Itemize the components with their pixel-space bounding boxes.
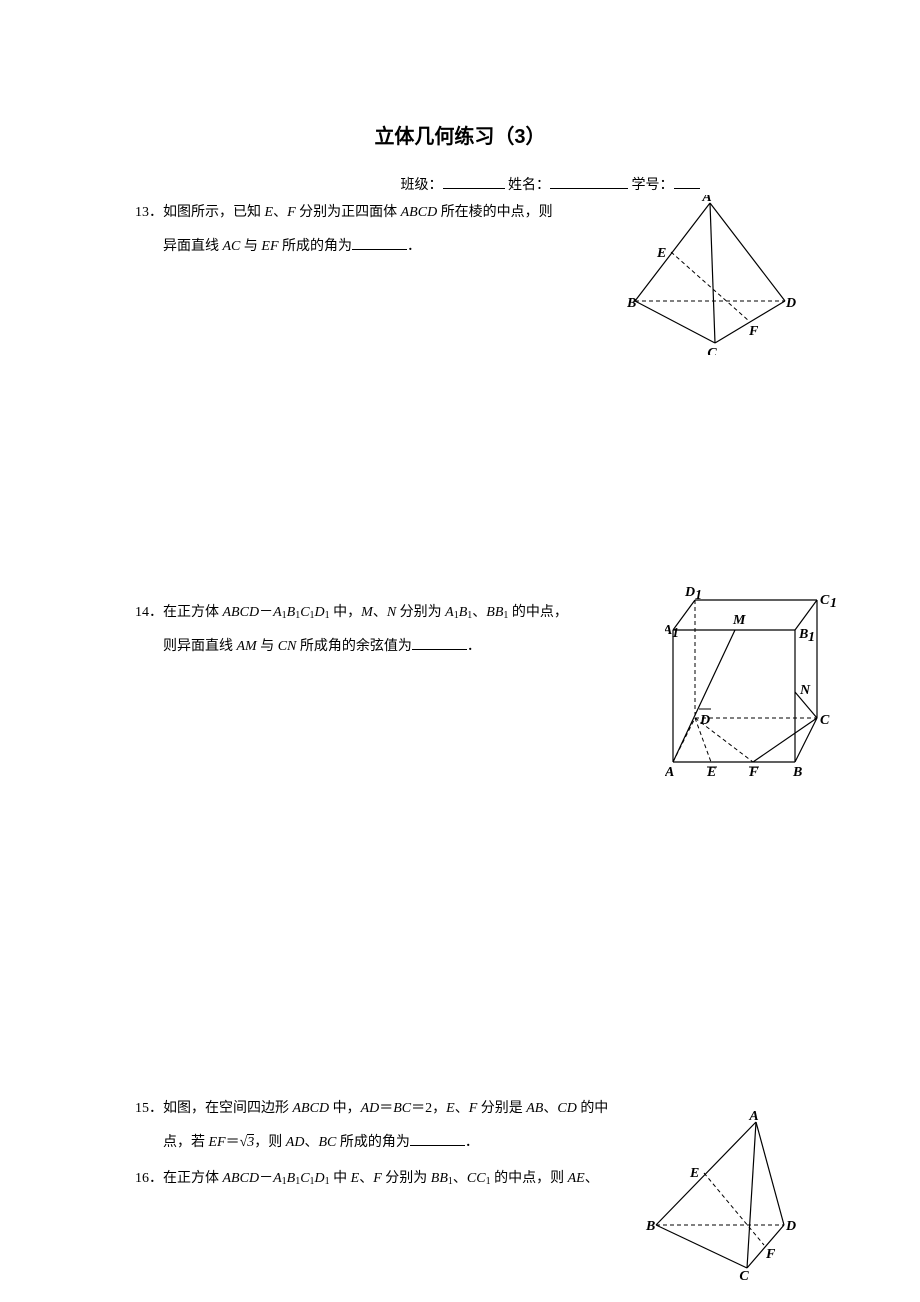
problem-13: 13．如图所示，已知 E、F 分别为正四面体 ABCD 所在棱的中点，则 异面直… xyxy=(135,196,615,263)
id-label: 学号： xyxy=(632,178,674,193)
svg-text:B: B xyxy=(645,1219,655,1234)
p13-line1: 13．如图所示，已知 E、F 分别为正四面体 ABCD 所在棱的中点，则 xyxy=(135,196,615,230)
svg-text:D: D xyxy=(785,296,796,311)
svg-text:B: B xyxy=(627,296,636,311)
svg-text:D: D xyxy=(684,585,695,600)
name-blank xyxy=(550,175,628,189)
svg-text:F: F xyxy=(748,324,759,339)
svg-text:A: A xyxy=(701,195,711,205)
svg-text:F: F xyxy=(765,1247,776,1262)
svg-text:1: 1 xyxy=(695,588,702,603)
svg-text:A: A xyxy=(748,1110,758,1124)
p13-num: 13． xyxy=(135,205,163,220)
figure-14: D1 C1 A1 B1 D C A B M N E F xyxy=(665,582,835,782)
problem-15: 15．如图，在空间四边形 ABCD 中，AD＝BC＝2，E、F 分别是 AB、C… xyxy=(135,1092,655,1159)
problem-16: 16．在正方体 ABCD－A1B1C1D1 中 E、F 分别为 BB1、CC1 … xyxy=(135,1162,655,1196)
problem-14: 14．在正方体 ABCD－A1B1C1D1 中，M、N 分别为 A1B1、BB1… xyxy=(135,596,645,663)
p13-answer-blank xyxy=(352,236,407,250)
svg-text:1: 1 xyxy=(672,626,679,641)
svg-text:C: C xyxy=(707,346,717,355)
p14-answer-blank xyxy=(412,636,467,650)
svg-text:D: D xyxy=(699,713,710,728)
svg-text:E: E xyxy=(656,246,666,261)
svg-text:1: 1 xyxy=(808,630,815,645)
p15-answer-blank xyxy=(410,1132,465,1146)
svg-text:C: C xyxy=(820,713,830,728)
header-fields: 班级： 姓名： 学号： xyxy=(135,174,785,194)
svg-text:N: N xyxy=(799,683,811,698)
svg-text:B: B xyxy=(792,765,802,780)
svg-text:C: C xyxy=(820,593,830,608)
p15-num: 15． xyxy=(135,1101,163,1116)
p16-num: 16． xyxy=(135,1171,163,1186)
class-blank xyxy=(443,175,505,189)
svg-text:E: E xyxy=(689,1166,699,1181)
p16-line1: 16．在正方体 ABCD－A1B1C1D1 中 E、F 分别为 BB1、CC1 … xyxy=(135,1162,655,1196)
figure-15: A B D C E F xyxy=(644,1110,799,1280)
p15-line2: 点，若 EF＝√3，则 AD、BC 所成的角为． xyxy=(135,1126,655,1160)
id-blank xyxy=(674,175,700,189)
page-title: 立体几何练习（3） xyxy=(135,120,785,149)
svg-text:D: D xyxy=(785,1219,796,1234)
p14-num: 14． xyxy=(135,605,163,620)
p13-line2: 异面直线 AC 与 EF 所成的角为． xyxy=(135,230,615,264)
svg-text:B: B xyxy=(798,627,808,642)
svg-text:A: A xyxy=(665,765,674,780)
p14-line1: 14．在正方体 ABCD－A1B1C1D1 中，M、N 分别为 A1B1、BB1… xyxy=(135,596,645,630)
svg-text:C: C xyxy=(739,1269,749,1280)
class-label: 班级： xyxy=(401,178,443,193)
figure-13: A B D C E F xyxy=(627,195,797,355)
sqrt3: √3 xyxy=(240,1134,255,1150)
name-label: 姓名： xyxy=(508,178,550,193)
svg-text:1: 1 xyxy=(830,596,837,611)
p15-line1: 15．如图，在空间四边形 ABCD 中，AD＝BC＝2，E、F 分别是 AB、C… xyxy=(135,1092,655,1126)
p14-line2: 则异面直线 AM 与 CN 所成角的余弦值为． xyxy=(135,630,645,664)
svg-text:M: M xyxy=(732,613,746,628)
